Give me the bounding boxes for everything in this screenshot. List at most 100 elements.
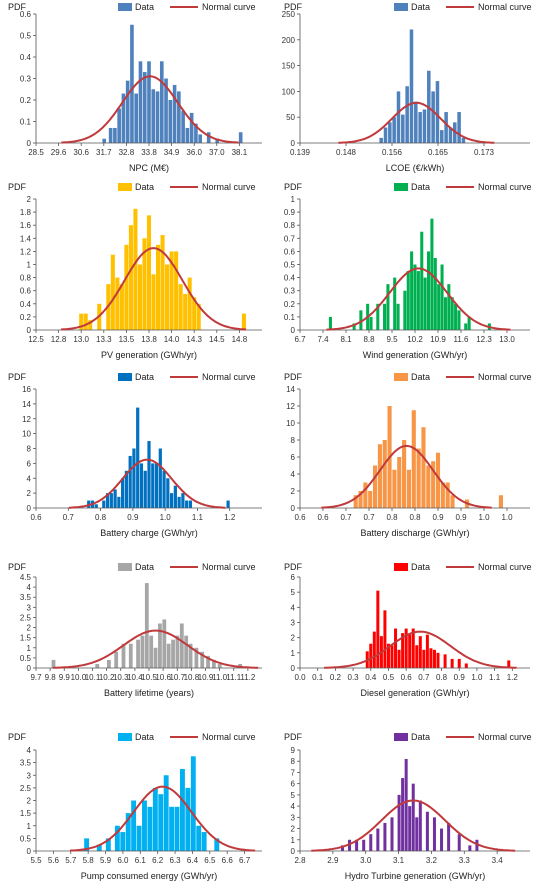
legend-data-swatch [394,183,408,191]
histogram-bar [117,496,121,508]
x-tick-label: 0.1 [312,673,324,682]
histogram-bar [108,127,113,143]
histogram-bar [140,635,145,668]
y-tick-label: 1 [291,649,296,658]
x-tick-label: 14.8 [232,335,248,344]
y-tick-label: 0 [27,504,32,513]
histogram-bar [196,303,201,330]
legend-curve-label: Normal curve [478,182,532,192]
y-tick-label: 0.7 [284,234,296,243]
y-tick-label: 8 [27,445,32,454]
legend-data-label: Data [411,732,430,742]
y-axis-label: PDF [8,562,27,572]
x-tick-label: 0.4 [365,673,377,682]
legend-curve-label: Normal curve [478,2,532,12]
histogram-bar [137,264,142,330]
y-tick-label: 0.5 [20,654,32,663]
histogram-bar [192,297,197,330]
histogram-bar [422,109,427,143]
x-tick-label: 0.139 [290,148,311,157]
y-tick-label: 14 [22,400,31,409]
normal-curve [61,75,239,144]
histogram-bar [121,93,126,143]
histogram-bar [211,659,216,668]
histogram-bar [403,290,407,330]
x-tick-label: 0.6 [317,513,329,522]
histogram-bar [423,277,427,330]
histogram-bar [437,284,441,330]
x-tick-label: 13.5 [119,335,135,344]
histogram-bar [154,463,159,508]
histogram-bar [184,635,189,668]
y-tick-label: 3 [291,619,296,628]
histogram-bar [206,655,210,668]
legend-data-swatch [394,563,408,571]
y-axis-label: PDF [8,372,27,382]
x-tick-label: 0.148 [336,148,357,157]
histogram-bar [353,495,358,508]
x-tick-label: 5.9 [100,856,112,865]
histogram-bar [171,639,175,668]
x-tick-label: 7.4 [317,335,329,344]
histogram-bar [445,482,450,508]
histogram-bar [418,800,422,851]
y-tick-label: 2 [27,195,32,204]
histogram-bar [178,284,183,330]
histogram-bar [149,635,154,668]
histogram-bar [190,756,196,851]
histogram-bar [156,244,161,330]
histogram-bar [359,310,363,330]
x-tick-label: 12.5 [28,335,44,344]
histogram-bar [96,844,102,851]
histogram-bar [151,463,155,508]
histogram-bar [453,122,457,143]
histogram-bar [152,787,158,851]
histogram-bar [79,313,84,330]
x-tick-label: 9.5 [386,335,398,344]
x-tick-label: 3.1 [393,856,405,865]
histogram-bar [158,448,162,508]
x-tick-label: 5.8 [83,856,95,865]
histogram-bar [411,410,416,508]
y-tick-label: 1 [27,644,32,653]
histogram-bar [397,794,401,851]
chart-panel-2: PDF Data Normal curve 0 50 100 150 200 250 0.139 0… [282,2,532,173]
legend-data-swatch [118,3,132,11]
y-tick-label: 4.5 [20,573,32,582]
y-tick-label: 7 [291,768,296,777]
histogram-bar [415,817,419,851]
x-axis-label: Pump consumed energy (GWh/yr) [81,871,218,881]
y-tick-label: 0.5 [20,834,32,843]
histogram-bar [185,127,190,143]
histogram-bar [121,478,125,508]
y-tick-label: 2.5 [20,784,32,793]
histogram-bar [397,457,402,508]
legend-curve-label: Normal curve [202,562,256,572]
histogram-bar [194,123,198,143]
histogram-bar [84,838,90,851]
histogram-bar [457,112,461,143]
x-tick-label: 12.8 [51,335,67,344]
x-tick-label: 5.7 [65,856,77,865]
histogram-bar [369,643,373,668]
histogram-bar [146,215,152,330]
legend-data-label: Data [411,182,430,192]
x-tick-label: 10.9 [198,673,214,682]
y-tick-label: 0.2 [20,313,32,322]
x-tick-label: 6.7 [239,856,251,865]
histogram-bar [215,138,220,143]
x-tick-label: 13.0 [73,335,89,344]
histogram-bar [198,134,202,143]
legend-data-swatch [118,183,132,191]
y-tick-label: 0 [291,847,296,856]
x-tick-label: 11.1 [226,673,242,682]
histogram-bar [113,489,117,508]
x-tick-label: 6.5 [204,856,216,865]
y-tick-label: 0.5 [20,32,32,41]
histogram-bar [363,482,368,508]
x-tick-label: 9.8 [45,673,57,682]
histogram-bar [94,504,98,508]
y-axis-label: PDF [284,562,303,572]
histogram-bar [124,470,129,508]
